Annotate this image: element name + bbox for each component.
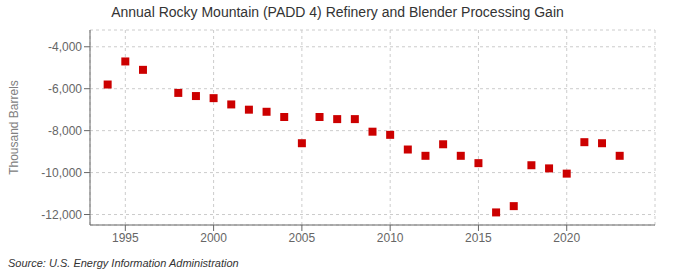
svg-text:-4,000: -4,000	[48, 40, 82, 54]
svg-text:2020: 2020	[553, 231, 580, 245]
svg-text:-10,000: -10,000	[41, 166, 82, 180]
svg-text:Thousand Barrels: Thousand Barrels	[8, 80, 21, 175]
svg-text:2000: 2000	[200, 231, 227, 245]
svg-text:1995: 1995	[112, 231, 139, 245]
svg-text:2005: 2005	[289, 231, 316, 245]
html-text:Annual Rocky Mountain (PADD 4): Annual Rocky Mountain (PADD 4) Refinery …	[111, 4, 564, 20]
svg-text:-6,000: -6,000	[48, 82, 82, 96]
html-text:Source: U.S. Energy Informatio: Source: U.S. Energy Information Administ…	[8, 257, 239, 269]
svg-text:2010: 2010	[377, 231, 404, 245]
svg-text:-12,000: -12,000	[41, 208, 82, 222]
svg-text:-8,000: -8,000	[48, 124, 82, 138]
svg-text:2015: 2015	[465, 231, 492, 245]
